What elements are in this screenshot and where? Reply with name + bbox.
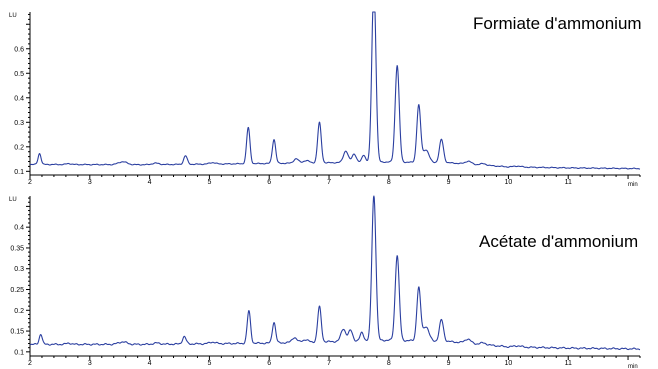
panel-title: Formiate d'ammonium [473, 14, 642, 33]
x-tick-label: 5 [207, 179, 211, 186]
y-tick-label: 0.35 [10, 245, 24, 252]
panel-title: Acétate d'ammonium [479, 232, 638, 251]
y-tick-label: 0.4 [14, 225, 24, 232]
x-tick-label: 11 [565, 360, 572, 367]
y-unit-label: LU [9, 197, 17, 203]
x-tick-label: 11 [565, 179, 572, 186]
y-tick-label: 0.15 [10, 329, 24, 336]
x-tick-label: 6 [267, 179, 271, 186]
x-tick-label: 8 [387, 179, 391, 186]
x-tick-label: 2 [28, 179, 32, 186]
x-tick-label: 8 [387, 360, 391, 367]
y-tick-label: 0.1 [14, 169, 24, 176]
x-tick-label: 2 [28, 360, 32, 367]
y-tick-label: 0.3 [14, 120, 24, 127]
y-tick-label: 0.25 [10, 287, 24, 294]
chromatogram-trace [29, 11, 641, 170]
x-unit-label: min [628, 182, 638, 188]
x-tick-label: 7 [327, 360, 331, 367]
chromatogram-trace [29, 195, 641, 351]
x-tick-label: 6 [267, 360, 271, 367]
x-tick-label: 9 [447, 360, 451, 367]
x-tick-label: 4 [148, 360, 152, 367]
y-tick-label: 0.1 [14, 349, 24, 356]
x-tick-label: 9 [447, 179, 451, 186]
y-tick-label: 0.2 [14, 144, 24, 151]
x-tick-label: 3 [88, 360, 92, 367]
x-tick-label: 10 [505, 179, 513, 186]
y-unit-label: LU [9, 13, 17, 19]
x-tick-label: 5 [207, 360, 211, 367]
chromatogram-panel-acetate: Acétate d'ammonium LU min 2 3 4 5 6 7 8 9 10 11 0.… [9, 195, 641, 369]
x-tick-label: 4 [148, 179, 152, 186]
x-tick-label: 7 [327, 179, 331, 186]
y-tick-label: 0.4 [14, 95, 24, 102]
y-tick-label: 0.3 [14, 266, 24, 273]
y-tick-label: 0.2 [14, 308, 24, 315]
x-tick-label: 10 [505, 360, 513, 367]
chromatogram-panel-formiate: Formiate d'ammonium LU min 2 3 4 5 6 7 8 9 10 11 0… [9, 11, 642, 188]
x-tick-label: 3 [88, 179, 92, 186]
y-tick-label: 0.5 [14, 71, 24, 78]
x-unit-label: min [628, 364, 638, 369]
y-tick-label: 0.6 [14, 46, 24, 53]
